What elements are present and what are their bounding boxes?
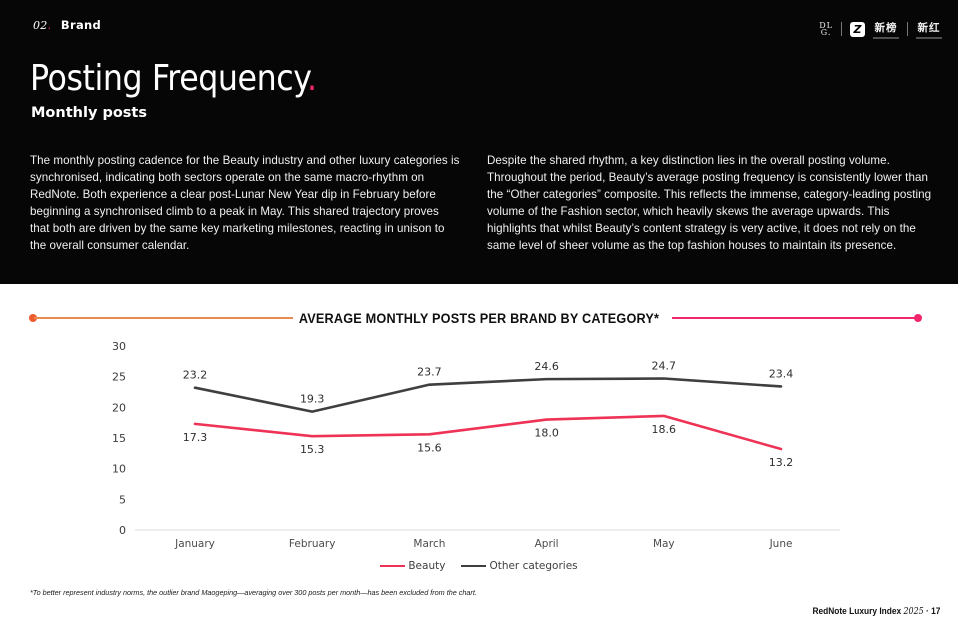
title-rule-right <box>672 317 916 319</box>
brand-logos: DL G. Z 新榜 新红 <box>819 17 942 41</box>
data-label: 18.6 <box>652 423 677 436</box>
line-chart: 0 5 10 15 20 25 30 January February March April May… <box>112 340 840 550</box>
data-label: 18.0 <box>534 427 559 440</box>
title-rule-left <box>34 317 293 319</box>
y-axis-tick: 25 <box>112 371 126 384</box>
dlg-logo: DL G. <box>819 21 833 37</box>
footer-title: RedNote Luxury Index <box>812 606 901 617</box>
breadcrumb: 02. Brand <box>33 18 101 32</box>
data-label: 24.6 <box>534 360 559 373</box>
y-axis-tick: 15 <box>112 432 126 445</box>
footer-page-number: 17 <box>930 606 940 617</box>
chart-legend: Beauty Other categories <box>0 560 958 572</box>
body-copy: The monthly posting cadence for the Beau… <box>30 152 938 254</box>
dlg-logo-line2: G. <box>820 28 832 37</box>
x-axis-label: March <box>413 538 445 550</box>
data-label: 13.2 <box>769 456 794 469</box>
series-line-other-categories <box>193 377 783 413</box>
x-axis-label: February <box>289 538 336 550</box>
xinhong-logo: 新红 <box>916 20 942 39</box>
data-label: 23.4 <box>769 367 794 380</box>
xinhong-logo-subtext <box>916 36 942 39</box>
y-axis-tick: 5 <box>119 493 126 506</box>
y-axis-tick: 30 <box>112 340 126 353</box>
hero-section: 02. Brand DL G. Z 新榜 新红 Posting Frequenc… <box>0 0 958 284</box>
section-label: Brand <box>60 18 102 32</box>
data-label: 17.3 <box>183 431 208 444</box>
section-number-dot: . <box>47 19 52 32</box>
y-axis-tick: 0 <box>119 524 126 537</box>
dlg-logo-line1: DL <box>819 21 833 30</box>
page-title-text: Posting Frequency <box>30 58 308 99</box>
x-axis-label: May <box>653 538 675 550</box>
chart-footnote: *To better represent industry norms, the… <box>30 588 477 597</box>
newrank-logo: 新榜 <box>873 20 899 39</box>
newrank-lightning-icon: Z <box>850 21 865 37</box>
logo-divider <box>907 22 908 36</box>
data-label: 15.6 <box>417 441 442 454</box>
legend-label: Beauty <box>408 560 446 572</box>
legend-swatch <box>461 564 487 568</box>
chart-title: AVERAGE MONTHLY POSTS PER BRAND BY CATEG… <box>298 311 660 326</box>
y-axis-tick: 20 <box>112 401 126 414</box>
page-title: Posting Frequency. <box>30 58 317 99</box>
data-label: 15.3 <box>300 443 325 456</box>
page-subtitle: Monthly posts <box>31 105 147 121</box>
y-axis-tick: 10 <box>112 463 126 476</box>
logo-divider <box>841 22 842 36</box>
data-label: 19.3 <box>300 393 325 406</box>
page-footer: RedNote Luxury Index 2025 · 17 <box>812 606 940 617</box>
paragraph-left: The monthly posting cadence for the Beau… <box>30 154 460 252</box>
data-label: 23.2 <box>183 369 208 382</box>
legend-swatch <box>380 564 406 568</box>
newrank-logo-text: 新榜 <box>874 21 898 34</box>
footer-year: 2025 <box>903 607 924 617</box>
section-number: 02. <box>33 19 52 32</box>
page-title-accent-dot: . <box>307 58 317 99</box>
title-rule-left-dot <box>29 314 37 322</box>
x-axis-label: June <box>769 538 793 550</box>
data-label: 24.7 <box>652 360 677 373</box>
xinhong-logo-text: 新红 <box>917 21 941 34</box>
x-axis-label: January <box>174 538 215 550</box>
x-axis-label: April <box>535 538 559 550</box>
series-line-beauty <box>193 414 783 451</box>
paragraph-right: Despite the shared rhythm, a key distinc… <box>487 154 932 252</box>
legend-item-beauty: Beauty <box>380 560 445 572</box>
legend-label: Other categories <box>489 560 578 572</box>
newrank-logo-subtext <box>873 36 899 39</box>
data-label: 23.7 <box>417 366 442 379</box>
title-rule-right-dot <box>914 314 922 322</box>
legend-item-other-categories: Other categories <box>461 560 578 572</box>
footer-separator: · <box>925 606 929 617</box>
